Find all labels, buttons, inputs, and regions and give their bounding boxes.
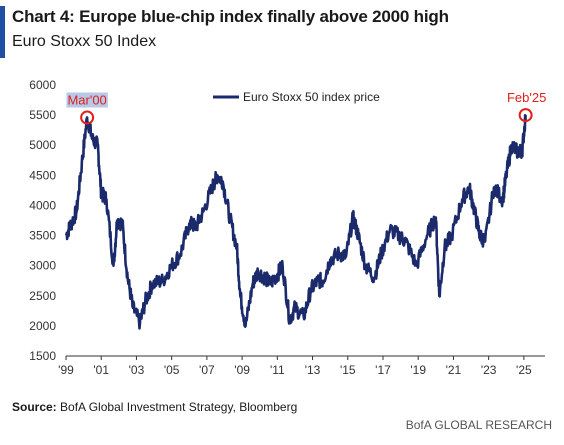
x-tick-label: '01: [93, 363, 109, 377]
annotation-highlight: [66, 92, 108, 108]
x-tick-label: '99: [58, 363, 74, 377]
legend-label: Euro Stoxx 50 index price: [243, 90, 380, 104]
x-tick-label: '21: [446, 363, 462, 377]
source-text: BofA Global Investment Strategy, Bloombe…: [60, 400, 298, 414]
y-tick-label: 6000: [29, 78, 56, 92]
y-tick-label: 4500: [29, 168, 56, 182]
x-tick-label: '05: [164, 363, 180, 377]
x-tick-label: '15: [340, 363, 356, 377]
accent-bar: [0, 6, 5, 58]
y-tick-label: 2000: [29, 319, 56, 333]
annotation-label: Mar'00: [67, 93, 106, 108]
y-tick-label: 3500: [29, 229, 56, 243]
x-tick-label: '13: [305, 363, 321, 377]
x-tick-label: '17: [375, 363, 391, 377]
x-tick-label: '23: [481, 363, 497, 377]
y-tick-label: 1500: [29, 349, 56, 363]
series-line: [64, 114, 527, 330]
annotation-label: Feb'25: [507, 90, 546, 105]
source-label: Source:: [12, 400, 57, 414]
x-tick-label: '25: [516, 363, 532, 377]
x-tick-label: '11: [270, 363, 285, 377]
x-tick-label: '03: [129, 363, 145, 377]
y-tick-label: 3000: [29, 259, 56, 273]
annotation-circle: [518, 108, 533, 123]
y-tick-label: 2500: [29, 289, 56, 303]
annotation-circle: [80, 110, 95, 125]
y-tick-label: 4000: [29, 198, 56, 212]
y-tick-label: 5000: [29, 138, 56, 152]
source-note: Source: BofA Global Investment Strategy,…: [12, 400, 297, 414]
x-tick-label: '09: [234, 363, 250, 377]
y-tick-label: 5500: [29, 108, 56, 122]
x-tick-label: '19: [410, 363, 426, 377]
chart-subtitle: Euro Stoxx 50 Index: [12, 33, 157, 50]
x-tick-label: '07: [199, 363, 215, 377]
brand-label: BofA GLOBAL RESEARCH: [405, 418, 552, 432]
chart-title: Chart 4: Europe blue-chip index finally …: [12, 7, 449, 26]
